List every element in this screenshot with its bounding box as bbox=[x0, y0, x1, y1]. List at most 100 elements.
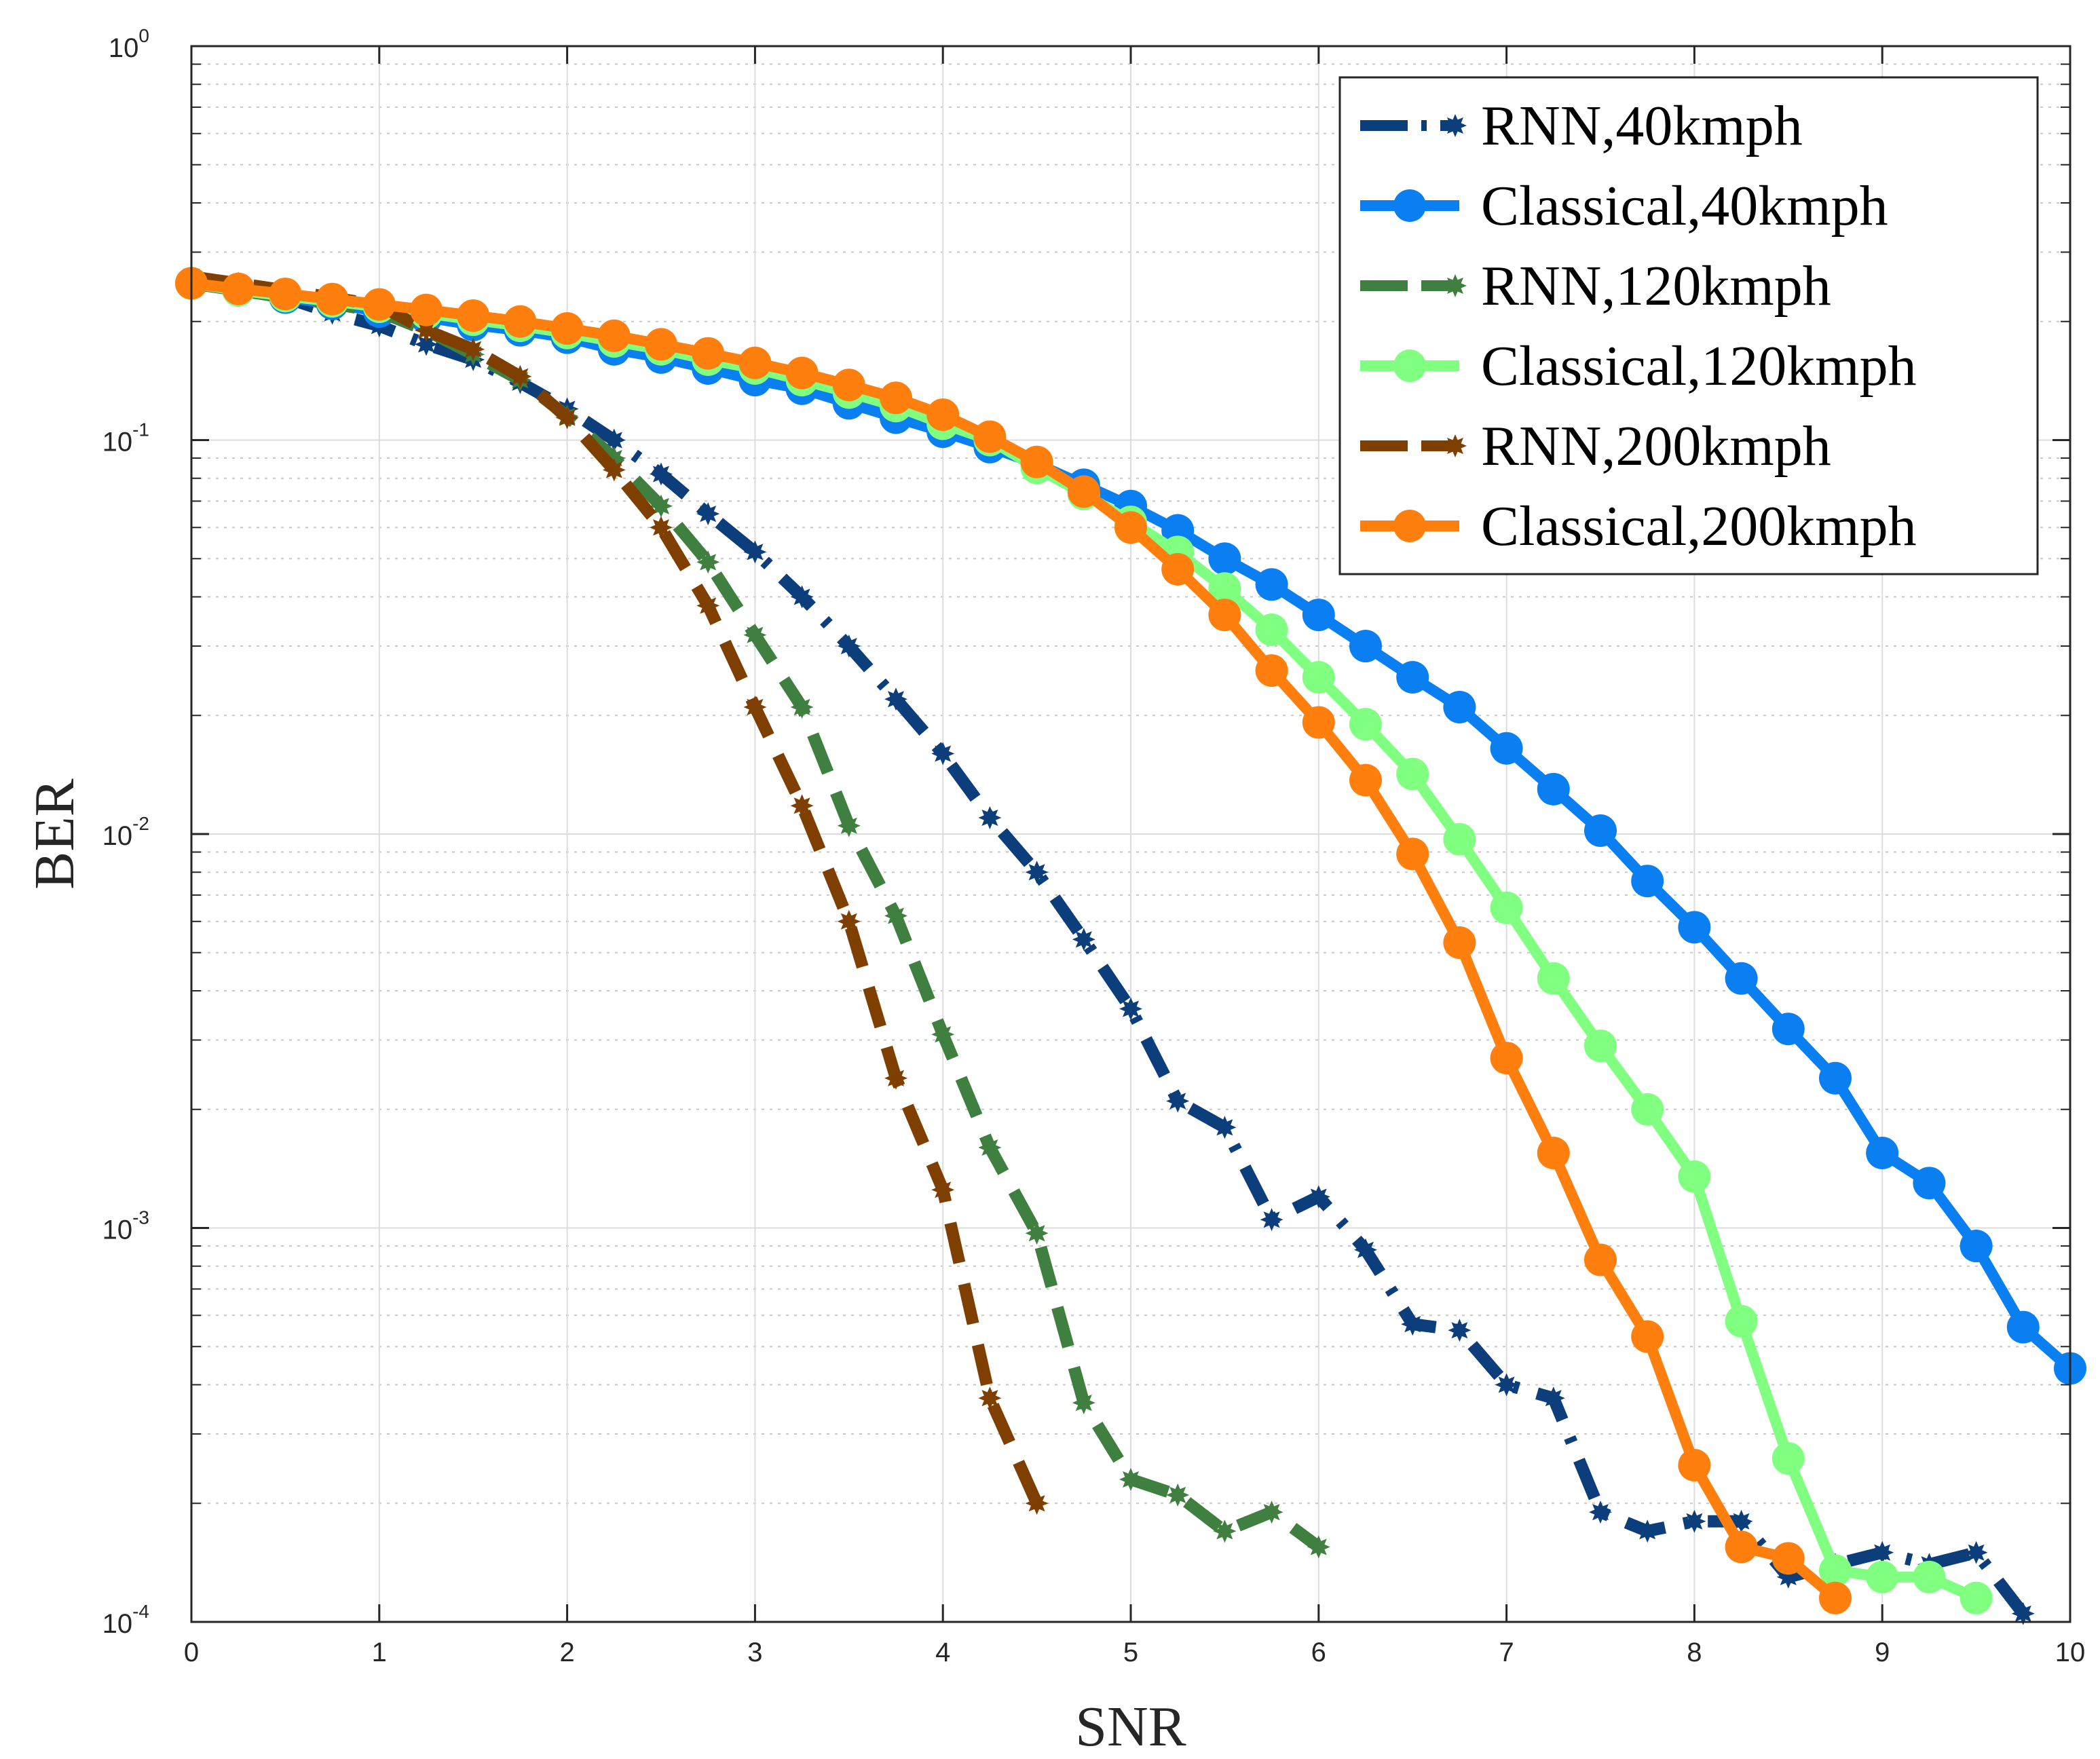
data-point bbox=[1443, 822, 1476, 856]
data-point bbox=[1448, 1319, 1471, 1342]
legend-label: Classical,200kmph bbox=[1481, 495, 1917, 558]
data-point bbox=[1584, 814, 1617, 848]
series-group bbox=[175, 265, 2086, 1625]
data-point bbox=[1913, 1167, 1946, 1200]
y-tick-label: 10-3 bbox=[102, 1207, 149, 1245]
data-point bbox=[884, 687, 907, 711]
data-point bbox=[1349, 708, 1382, 741]
data-point bbox=[692, 337, 725, 370]
x-tick-label: 2 bbox=[559, 1638, 574, 1667]
x-tick-label: 9 bbox=[1875, 1638, 1890, 1667]
data-point bbox=[785, 356, 819, 390]
data-point bbox=[1213, 1519, 1237, 1543]
data-point bbox=[1725, 1304, 1758, 1338]
data-point bbox=[1771, 1442, 1805, 1475]
x-tick-label: 1 bbox=[372, 1638, 387, 1667]
x-axis-title: SNR bbox=[1075, 1695, 1186, 1758]
y-tick-base: 10 bbox=[102, 1215, 133, 1245]
data-point bbox=[504, 305, 537, 338]
y-tick-base: 10 bbox=[102, 821, 133, 851]
y-tick-exponent: -2 bbox=[132, 813, 149, 834]
data-point bbox=[1636, 1519, 1660, 1543]
data-point bbox=[926, 398, 960, 432]
data-point bbox=[1260, 1208, 1283, 1232]
data-point bbox=[1260, 1500, 1283, 1524]
data-point bbox=[1913, 1560, 1946, 1593]
data-point bbox=[1589, 1500, 1612, 1524]
data-point bbox=[832, 368, 865, 402]
data-point bbox=[1161, 552, 1195, 586]
data-point bbox=[1960, 1230, 1993, 1263]
x-tick-label: 10 bbox=[2055, 1638, 2086, 1667]
data-point bbox=[1678, 1160, 1711, 1193]
data-point bbox=[650, 516, 673, 540]
y-tick-exponent: -3 bbox=[132, 1207, 149, 1228]
data-point bbox=[1725, 1530, 1758, 1564]
data-point bbox=[1302, 660, 1335, 694]
data-point bbox=[931, 1023, 955, 1046]
data-point bbox=[1819, 1554, 1852, 1587]
data-point bbox=[1166, 1089, 1190, 1113]
y-tick-exponent: -4 bbox=[132, 1601, 149, 1622]
legend-item: Classical,40kmph bbox=[1360, 174, 1888, 238]
x-tick-label: 3 bbox=[747, 1638, 762, 1667]
data-point bbox=[1025, 860, 1049, 884]
data-point bbox=[978, 1136, 1002, 1159]
data-point bbox=[650, 462, 673, 486]
data-point bbox=[790, 696, 814, 719]
data-point bbox=[931, 742, 955, 765]
data-point bbox=[1771, 1013, 1805, 1046]
data-point bbox=[1537, 962, 1570, 995]
data-point bbox=[1584, 1029, 1617, 1063]
y-tick-label: 10-2 bbox=[102, 813, 149, 851]
x-tick-label: 6 bbox=[1311, 1638, 1326, 1667]
data-point bbox=[2011, 1602, 2035, 1625]
data-point bbox=[508, 364, 532, 388]
data-point bbox=[1819, 1061, 1852, 1095]
data-point bbox=[1302, 599, 1335, 632]
data-point bbox=[1490, 1042, 1523, 1075]
data-point bbox=[1631, 1320, 1664, 1353]
x-tick-label: 5 bbox=[1123, 1638, 1138, 1667]
y-tick-label: 100 bbox=[109, 25, 149, 63]
data-point bbox=[1208, 542, 1241, 575]
data-point bbox=[1537, 1137, 1570, 1170]
data-point bbox=[1025, 1222, 1049, 1245]
data-point bbox=[1349, 630, 1382, 663]
data-point bbox=[1349, 763, 1382, 797]
y-tick-label: 10-1 bbox=[102, 419, 149, 457]
data-point bbox=[1166, 1483, 1190, 1507]
data-point bbox=[1213, 1116, 1237, 1139]
legend-item: RNN,120kmph bbox=[1360, 254, 1831, 318]
data-point bbox=[1537, 772, 1570, 806]
data-point bbox=[1354, 1238, 1377, 1262]
data-point bbox=[1541, 1386, 1565, 1410]
data-point bbox=[2006, 1310, 2040, 1344]
data-point bbox=[1631, 865, 1664, 898]
data-point bbox=[555, 406, 579, 430]
data-point bbox=[222, 272, 255, 305]
data-point bbox=[884, 1066, 907, 1090]
data-point bbox=[1396, 660, 1429, 694]
legend-marker bbox=[1444, 114, 1467, 137]
x-tick-label: 0 bbox=[184, 1638, 199, 1667]
data-point bbox=[790, 585, 814, 609]
data-point bbox=[1819, 1581, 1852, 1614]
data-point bbox=[1866, 1137, 1899, 1170]
data-point bbox=[1302, 706, 1335, 739]
data-point bbox=[316, 282, 349, 316]
data-point bbox=[550, 312, 584, 345]
data-point bbox=[743, 696, 767, 719]
data-point bbox=[1119, 1468, 1142, 1491]
data-point bbox=[1631, 1093, 1664, 1126]
legend: RNN,40kmph Classical,40kmph RNN,120kmph Cla… bbox=[1338, 76, 2039, 575]
data-point bbox=[1443, 926, 1476, 960]
legend-item: Classical,200kmph bbox=[1360, 495, 1917, 558]
y-tick-base: 10 bbox=[102, 1609, 133, 1639]
data-point bbox=[1725, 962, 1758, 995]
legend-item: RNN,40kmph bbox=[1360, 94, 1803, 157]
data-point bbox=[645, 328, 677, 361]
data-point bbox=[1255, 568, 1288, 601]
data-point bbox=[837, 814, 861, 837]
